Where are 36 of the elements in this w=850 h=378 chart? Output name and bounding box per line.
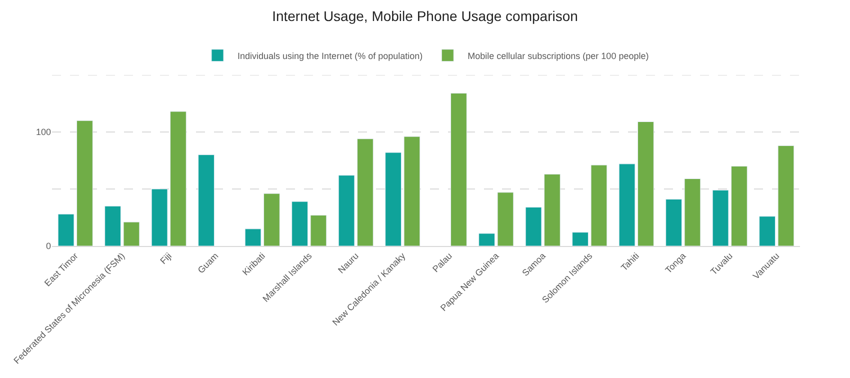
legend-label: Individuals using the Internet (% of population) <box>238 50 423 61</box>
bar <box>244 228 262 246</box>
bar <box>590 164 608 246</box>
bar <box>198 154 214 246</box>
bar <box>684 178 701 246</box>
bar <box>264 193 280 246</box>
x-tick-label: Fiji <box>158 250 174 266</box>
bar <box>338 175 355 246</box>
bar <box>778 145 794 246</box>
bar <box>58 214 74 246</box>
bar <box>450 92 467 246</box>
bar <box>123 222 140 246</box>
bar <box>759 216 776 246</box>
bar <box>310 214 327 246</box>
bar <box>385 152 402 246</box>
bar <box>478 233 495 246</box>
bar <box>572 232 588 246</box>
bar <box>404 136 420 246</box>
bar <box>666 199 682 246</box>
bar <box>104 206 121 246</box>
bar <box>357 138 374 246</box>
bar <box>497 192 514 246</box>
y-tick-label: 0 <box>46 241 51 252</box>
bar <box>525 206 542 246</box>
bar <box>292 201 308 246</box>
bar <box>618 164 636 246</box>
bar <box>712 190 729 246</box>
bar <box>76 120 93 246</box>
chart-title: Internet Usage, Mobile Phone Usage comparison <box>272 8 578 24</box>
bar <box>731 166 748 246</box>
bar <box>638 121 654 246</box>
bar <box>151 188 168 246</box>
bar <box>544 174 560 246</box>
bar <box>170 111 186 246</box>
y-tick-label: 100 <box>36 127 51 138</box>
legend-label: Mobile cellular subscriptions (per 100 people) <box>468 50 649 61</box>
